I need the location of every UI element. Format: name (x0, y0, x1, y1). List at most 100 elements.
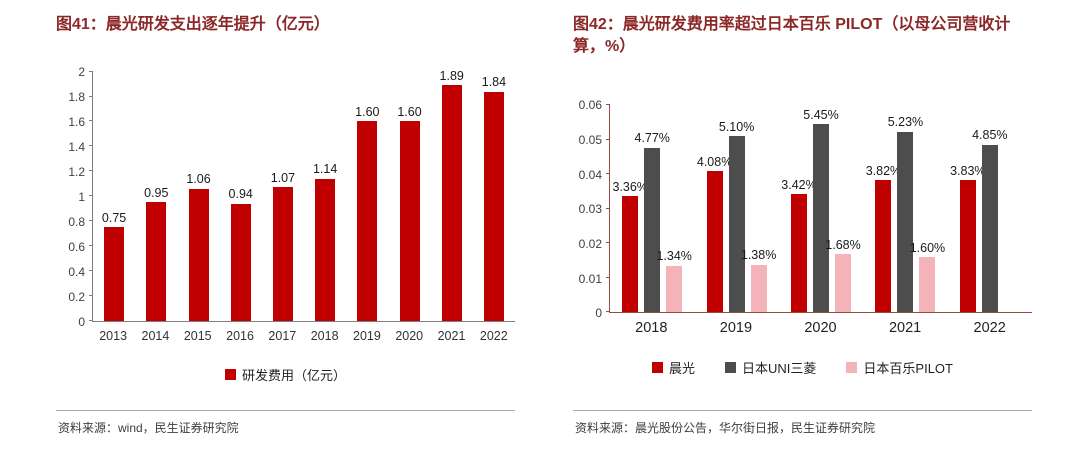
y-axis-tick-label: 0.4 (68, 264, 85, 279)
bar-rect (441, 85, 462, 321)
y-axis-tick-label: 0.05 (578, 132, 602, 147)
category-group-2018: 1.14 (304, 72, 346, 321)
bar-2020: 1.68% (825, 105, 861, 313)
x-axis-label-2018: 2018 (635, 320, 668, 337)
bar-value-label: 4.85% (972, 128, 1008, 143)
y-axis-tick-label: 0 (595, 306, 602, 321)
chart-41: 0 0.2 0.4 0.6 0.8 1 1.2 1.4 1.6 1.8 2 0.75 0.95 1.06… (56, 66, 515, 328)
bar-2017: 1.07 (270, 72, 296, 321)
y-axis-tick-mark (89, 170, 93, 172)
y-axis-tick-label: 0.6 (68, 239, 85, 254)
y-axis-tick-mark (606, 104, 610, 106)
bar-2020: 3.42% (781, 105, 817, 313)
bar-2018: 4.77% (634, 105, 670, 313)
x-axis-labels: 2013 2014 2015 2016 2017 2018 2019 2020 2021 2022 (92, 329, 515, 343)
bar-rect (188, 188, 209, 321)
figure-42: 图42：晨光研发费用率超过日本百乐 PILOT（以母公司营收计算，%） 0 0.0… (573, 14, 1032, 440)
legend-swatch (224, 368, 236, 380)
bar-value-label: 3.42% (781, 177, 817, 192)
bar-value-label: 1.34% (656, 249, 692, 264)
legend-label: 研发费用（亿元） (241, 367, 346, 383)
legend-item: 晨光 (652, 358, 695, 377)
y-axis-tick-label: 0.8 (68, 214, 85, 229)
x-axis-label-2022: 2022 (479, 328, 508, 343)
bar-rect (483, 91, 504, 321)
category-group-2018: 3.36% 4.77% 1.34% (610, 105, 694, 313)
bar-rect (728, 136, 745, 313)
bar-2014: 0.95 (144, 72, 168, 321)
y-axis-tick-label: 1.4 (68, 139, 85, 154)
bar-value-label: 1.60 (355, 104, 380, 119)
category-group-2021: 3.82% 5.23% 1.60% (863, 105, 947, 313)
legend-label: 日本百乐PILOT (863, 361, 953, 377)
legend: 晨光 日本UNI三菱 日本百乐PILOT (573, 358, 1032, 377)
bar-rect (644, 147, 661, 313)
bars-area: 0.75 0.95 1.06 0.94 1.07 1.14 1.60 1.60 1.89 1.84 (93, 68, 515, 321)
y-axis-tick-label: 1.8 (68, 89, 85, 104)
x-axis-label-2020: 2020 (395, 328, 424, 343)
source-note: 资料来源：晨光股份公告，华尔街日报，民生证券研究院 (573, 410, 1032, 440)
source-note: 资料来源：wind，民生证券研究院 (56, 410, 515, 440)
y-axis: 0 0.2 0.4 0.6 0.8 1 1.2 1.4 1.6 1.8 2 (56, 66, 92, 328)
bar-value-label: 5.10% (718, 119, 755, 134)
y-axis-tick-mark (606, 311, 610, 313)
bar-2021: 1.60% (910, 105, 945, 313)
y-axis-tick-mark (89, 95, 93, 97)
bar-rect (791, 194, 808, 313)
bar-2021: 5.23% (888, 105, 923, 313)
y-axis-tick-mark (606, 242, 610, 244)
bar-rect (706, 171, 723, 313)
category-group-2019: 1.60 (346, 72, 388, 321)
legend-label: 晨光 (669, 361, 696, 377)
bar-value-label: 1.84 (481, 75, 507, 90)
bar-rect (813, 124, 830, 313)
plot-area: 3.36% 4.77% 1.34% 4.08% 5.10% 1.38% 3.42% 5.45%… (606, 104, 1032, 314)
legend-item: 日本UNI三菱 (725, 358, 816, 377)
bar-value-label: 3.82% (865, 163, 902, 178)
y-axis-tick-label: 1.2 (68, 164, 85, 179)
bar-rect (622, 196, 639, 313)
bar-rect (897, 131, 914, 313)
bar-rect (399, 121, 420, 321)
bars-area: 3.36% 4.77% 1.34% 4.08% 5.10% 1.38% 3.42% 5.45%… (610, 105, 1032, 313)
category-group-2020: 1.60 (388, 72, 430, 321)
y-axis-tick-label: 0.02 (578, 236, 602, 251)
bar-rect (919, 257, 936, 313)
bar-value-label: 4.08% (696, 154, 733, 169)
y-axis-tick-mark (606, 138, 610, 140)
chart-42: 0 0.01 0.02 0.03 0.04 0.05 0.06 3.36% 4.77% 1.34… (573, 99, 1032, 319)
bar-value-label: 1.07 (270, 170, 296, 185)
x-axis-labels: 2018 2019 2020 2021 2022 (609, 320, 1032, 336)
bar-value-label: 0.75 (101, 210, 127, 225)
x-axis-label-2015: 2015 (183, 328, 212, 343)
x-axis-label-2019: 2019 (353, 328, 381, 343)
bar-value-label: 1.60% (909, 240, 946, 255)
bar-2019: 1.38% (741, 105, 776, 313)
bar-value-label: 1.06 (186, 172, 211, 187)
bar-rect (981, 144, 998, 313)
bar-value-label: 1.89 (439, 68, 464, 83)
x-axis-label-2013: 2013 (99, 328, 128, 343)
x-axis-label-2021: 2021 (888, 320, 922, 337)
bar-2018: 3.36% (612, 105, 648, 313)
figure-41: 图41：晨光研发支出逐年提升（亿元） 0 0.2 0.4 0.6 0.8 1 1.2 1.4 1… (56, 14, 515, 440)
bar-value-label: 1.14 (312, 162, 338, 177)
category-group-2022: 3.83% 4.85% (948, 105, 1032, 313)
figure-41-title: 图41：晨光研发支出逐年提升（亿元） (56, 16, 330, 33)
y-axis-tick-mark (89, 269, 93, 271)
bar-2022: 3.83% (950, 105, 986, 313)
bar-2013: 0.75 (101, 72, 127, 321)
y-axis-tick-mark (89, 319, 93, 321)
category-group-2017: 1.07 (262, 72, 304, 321)
bar-value-label: 0.94 (228, 187, 253, 202)
y-axis-tick-label: 1.6 (68, 114, 85, 129)
bar-2022: 1.84 (481, 72, 507, 321)
x-axis-label-2014: 2014 (141, 328, 170, 343)
bar-2020: 5.45% (803, 105, 839, 313)
legend-swatch (652, 362, 663, 374)
y-axis-tick-label: 0.2 (68, 289, 85, 304)
legend-swatch (846, 362, 858, 374)
y-axis-tick-mark (89, 145, 93, 147)
bar-rect (104, 227, 125, 321)
